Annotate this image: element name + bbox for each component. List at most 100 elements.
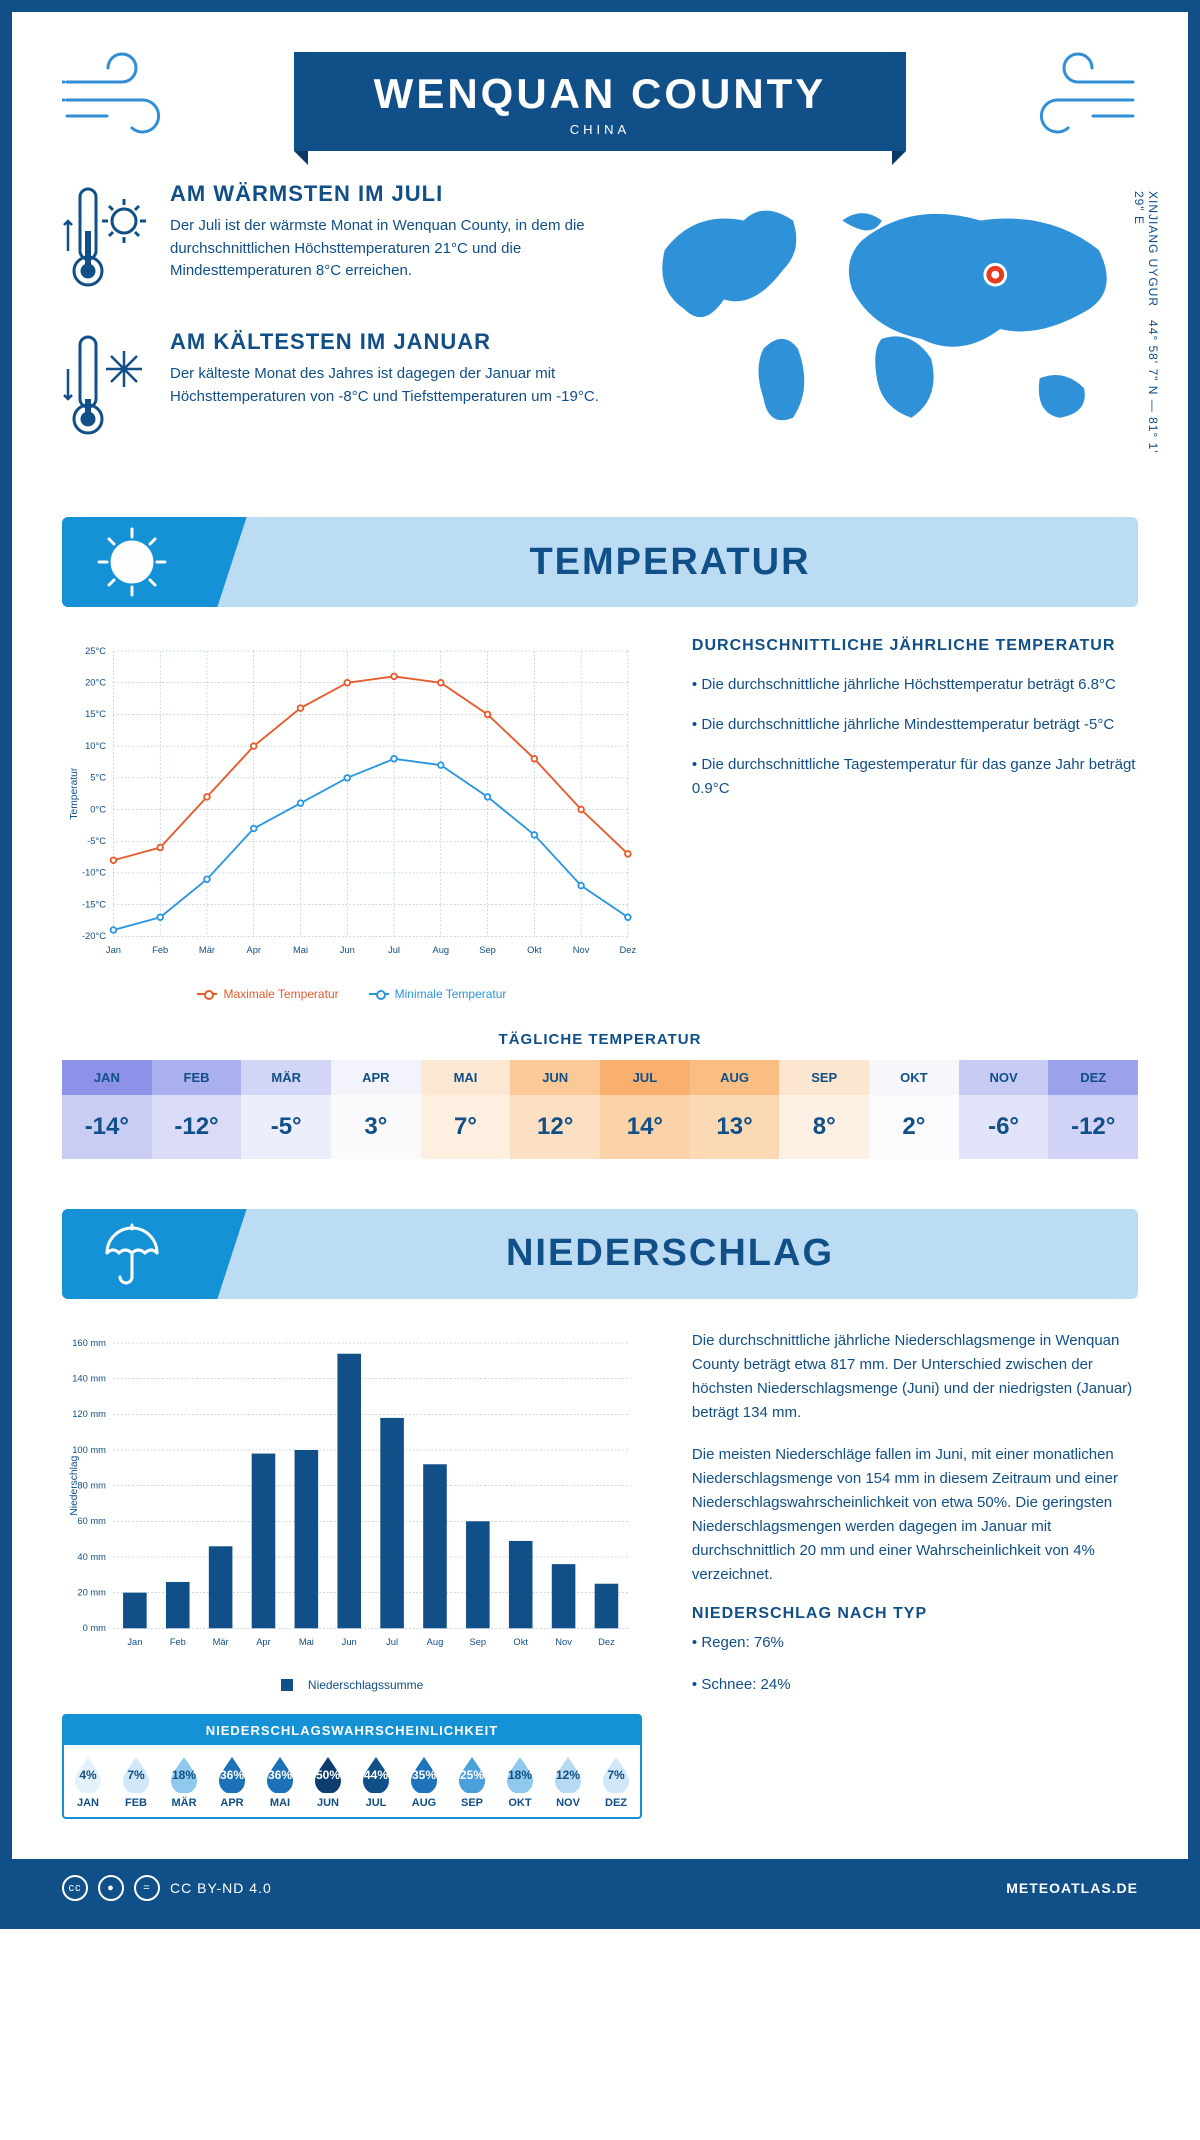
svg-text:Sep: Sep — [479, 945, 496, 955]
temperature-chart: -20°C-15°C-10°C-5°C0°C5°C10°C15°C20°C25°… — [62, 637, 642, 1001]
summary-bullet: • Die durchschnittliche Tagestemperatur … — [692, 753, 1138, 801]
svg-text:0°C: 0°C — [90, 804, 106, 814]
sun-icon — [62, 517, 202, 607]
drop-icon: 25% — [457, 1755, 487, 1793]
temp-cell: JUN 12° — [510, 1060, 600, 1159]
precipitation-summary: Die durchschnittliche jährliche Niedersc… — [692, 1329, 1138, 1820]
by-icon: ● — [98, 1875, 124, 1901]
temp-cell: JAN -14° — [62, 1060, 152, 1159]
prob-cell: 7% FEB — [112, 1745, 160, 1817]
precip-probability-box: NIEDERSCHLAGSWAHRSCHEINLICHKEIT 4% JAN 7… — [62, 1714, 642, 1819]
fact-body: Der Juli ist der wärmste Monat in Wenqua… — [170, 215, 605, 283]
header: WENQUAN COUNTY CHINA — [62, 52, 1138, 151]
summary-paragraph: Die meisten Niederschläge fallen im Juni… — [692, 1443, 1138, 1587]
thermometer-snow-icon — [62, 329, 152, 449]
page-subtitle: CHINA — [374, 122, 827, 137]
temp-cell: OKT 2° — [869, 1060, 959, 1159]
svg-text:Jul: Jul — [388, 945, 400, 955]
svg-text:-20°C: -20°C — [82, 931, 106, 941]
svg-text:Mär: Mär — [213, 1637, 229, 1647]
svg-text:140 mm: 140 mm — [72, 1373, 106, 1383]
svg-text:80 mm: 80 mm — [77, 1480, 106, 1490]
daily-temp-title: TÄGLICHE TEMPERATUR — [62, 1031, 1138, 1048]
svg-text:-10°C: -10°C — [82, 868, 106, 878]
svg-text:Jan: Jan — [106, 945, 121, 955]
svg-text:Jun: Jun — [340, 945, 355, 955]
intro-row: AM WÄRMSTEN IM JULI Der Juli ist der wär… — [62, 181, 1138, 477]
summary-title: DURCHSCHNITTLICHE JÄHRLICHE TEMPERATUR — [692, 637, 1138, 655]
section-title: TEMPERATUR — [202, 541, 1138, 584]
svg-text:Jun: Jun — [342, 1637, 357, 1647]
svg-text:60 mm: 60 mm — [77, 1516, 106, 1526]
section-bar-temperature: TEMPERATUR — [62, 517, 1138, 607]
svg-text:Niederschlag: Niederschlag — [69, 1455, 80, 1515]
prob-cell: 50% JUN — [304, 1745, 352, 1817]
daily-temp-table: JAN -14° FEB -12° MÄR -5° APR 3° MAI 7° … — [62, 1060, 1138, 1159]
svg-text:-5°C: -5°C — [87, 836, 106, 846]
section-bar-precipitation: NIEDERSCHLAG — [62, 1209, 1138, 1299]
cc-icon: cc — [62, 1875, 88, 1901]
precip-type-title: NIEDERSCHLAG NACH TYP — [692, 1605, 1138, 1623]
svg-text:Mär: Mär — [199, 945, 215, 955]
drop-icon: 36% — [217, 1755, 247, 1793]
svg-text:160 mm: 160 mm — [72, 1338, 106, 1348]
svg-text:Okt: Okt — [527, 945, 542, 955]
svg-text:120 mm: 120 mm — [72, 1409, 106, 1419]
drop-icon: 35% — [409, 1755, 439, 1793]
svg-text:40 mm: 40 mm — [77, 1552, 106, 1562]
fact-body: Der kälteste Monat des Jahres ist dagege… — [170, 363, 605, 408]
svg-text:Temperatur: Temperatur — [69, 767, 80, 819]
drop-icon: 50% — [313, 1755, 343, 1793]
summary-paragraph: Die durchschnittliche jährliche Niedersc… — [692, 1329, 1138, 1425]
drop-icon: 18% — [169, 1755, 199, 1793]
prob-title: NIEDERSCHLAGSWAHRSCHEINLICHKEIT — [64, 1716, 640, 1745]
fact-title: AM KÄLTESTEN IM JANUAR — [170, 329, 605, 355]
svg-text:Mai: Mai — [293, 945, 308, 955]
precip-type-item: • Regen: 76% — [692, 1631, 1138, 1655]
precipitation-chart: 0 mm20 mm40 mm60 mm80 mm100 mm120 mm140 … — [62, 1329, 642, 1693]
fact-warmest: AM WÄRMSTEN IM JULI Der Juli ist der wär… — [62, 181, 605, 301]
chart-legend: Maximale Temperatur Minimale Temperatur — [62, 987, 642, 1001]
svg-text:10°C: 10°C — [85, 741, 106, 751]
coordinates: XINJIANG UYGUR 44° 58' 7" N — 81° 1' 29"… — [1132, 191, 1160, 477]
chart-legend: Niederschlagssumme — [62, 1678, 642, 1692]
wind-icon — [62, 52, 182, 142]
svg-text:Dez: Dez — [620, 945, 637, 955]
svg-text:Jan: Jan — [127, 1637, 142, 1647]
prob-cell: 36% APR — [208, 1745, 256, 1817]
temp-cell: DEZ -12° — [1048, 1060, 1138, 1159]
svg-text:Apr: Apr — [256, 1637, 271, 1647]
svg-text:20°C: 20°C — [85, 678, 106, 688]
wind-icon — [1018, 52, 1138, 142]
section-title: NIEDERSCHLAG — [202, 1232, 1138, 1275]
prob-cell: 7% DEZ — [592, 1745, 640, 1817]
precip-type-item: • Schnee: 24% — [692, 1673, 1138, 1697]
svg-text:Nov: Nov — [555, 1637, 572, 1647]
temp-cell: SEP 8° — [779, 1060, 869, 1159]
nd-icon: = — [134, 1875, 160, 1901]
svg-text:-15°C: -15°C — [82, 899, 106, 909]
temp-cell: MÄR -5° — [241, 1060, 331, 1159]
title-banner: WENQUAN COUNTY CHINA — [294, 52, 907, 151]
temp-cell: NOV -6° — [959, 1060, 1049, 1159]
prob-cell: 12% NOV — [544, 1745, 592, 1817]
umbrella-icon — [62, 1209, 202, 1299]
temp-cell: JUL 14° — [600, 1060, 690, 1159]
svg-text:Feb: Feb — [170, 1637, 186, 1647]
svg-text:0 mm: 0 mm — [83, 1623, 107, 1633]
summary-bullet: • Die durchschnittliche jährliche Höchst… — [692, 673, 1138, 697]
svg-text:Aug: Aug — [432, 945, 449, 955]
svg-text:25°C: 25°C — [85, 646, 106, 656]
page-title: WENQUAN COUNTY — [374, 70, 827, 118]
svg-text:Dez: Dez — [598, 1637, 615, 1647]
svg-text:Apr: Apr — [246, 945, 261, 955]
svg-text:Okt: Okt — [513, 1637, 528, 1647]
footer: cc ● = CC BY-ND 4.0 METEOATLAS.DE — [12, 1859, 1188, 1917]
svg-text:100 mm: 100 mm — [72, 1445, 106, 1455]
prob-cell: 25% SEP — [448, 1745, 496, 1817]
drop-icon: 7% — [601, 1755, 631, 1793]
drop-icon: 18% — [505, 1755, 535, 1793]
drop-icon: 36% — [265, 1755, 295, 1793]
license-text: CC BY-ND 4.0 — [170, 1880, 272, 1896]
prob-cell: 18% MÄR — [160, 1745, 208, 1817]
